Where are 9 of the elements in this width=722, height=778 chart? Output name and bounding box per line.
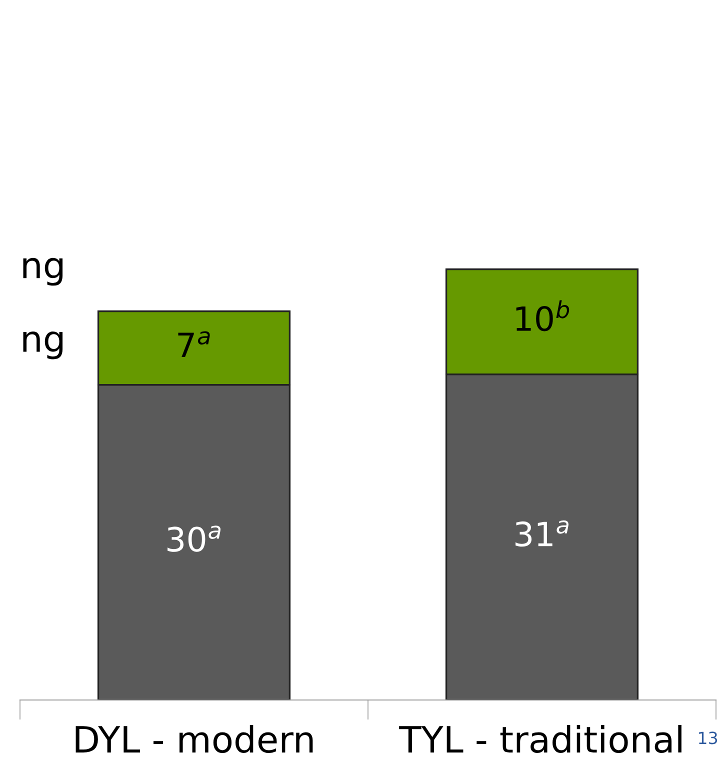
- data-label: 31$^{a}$: [516, 520, 568, 547]
- x-tick-label: DYL - modern: [76, 725, 313, 753]
- text: 13: [699, 732, 718, 744]
- x-tick-label: TYL - traditional: [399, 725, 682, 753]
- data-label: 10$^{b}$: [516, 300, 570, 332]
- data-label: 30$^{a}$: [168, 526, 220, 552]
- series-label: ng: [23, 331, 63, 360]
- data-label: 7$^{a}$: [178, 331, 210, 358]
- series-label: ng: [23, 258, 63, 286]
